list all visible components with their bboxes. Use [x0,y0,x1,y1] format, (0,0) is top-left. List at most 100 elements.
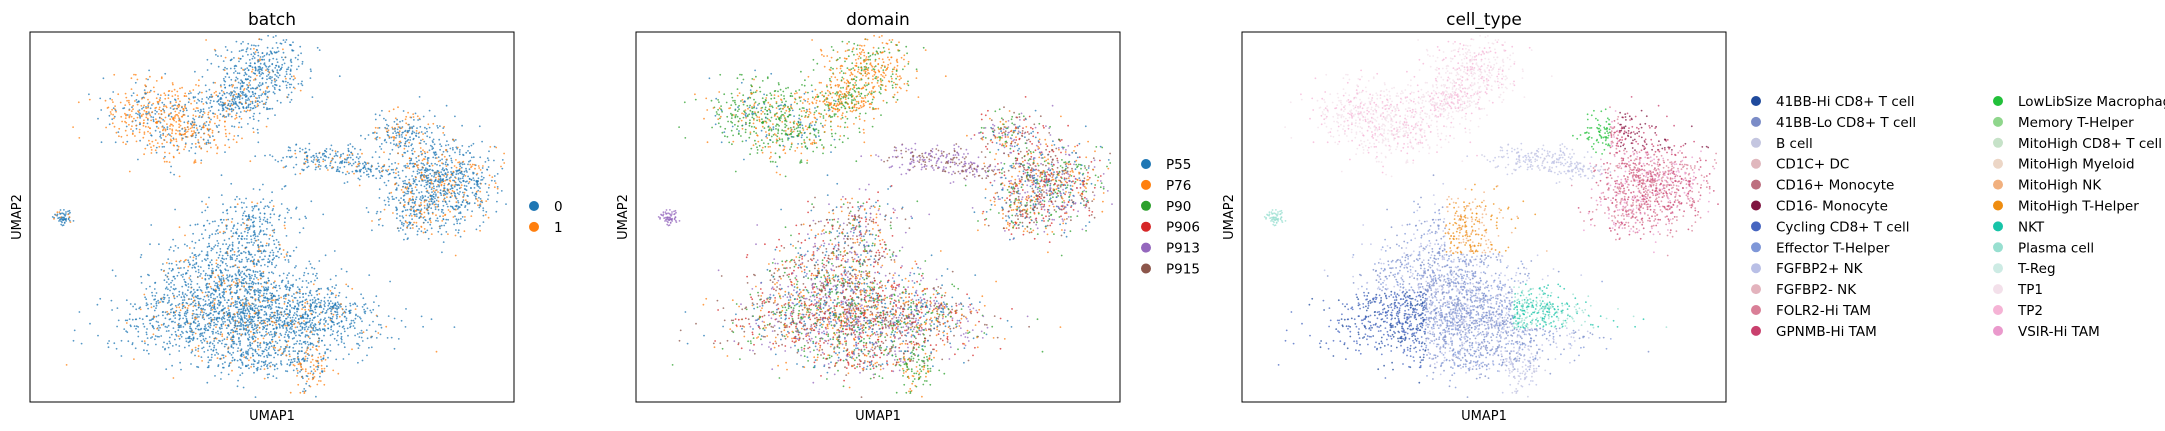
scatter-point [420,199,423,202]
scatter-point [217,256,220,259]
scatter-point [184,107,187,109]
scatter-point [249,341,252,344]
scatter-point [243,74,246,77]
scatter-point [495,146,498,149]
scatter-point [493,175,496,177]
scatter-point [257,61,259,63]
scatter-point [250,304,252,307]
scatter-point [442,167,444,170]
scatter-point [249,160,252,163]
scatter-point [298,301,301,304]
scatter-point [131,120,134,122]
scatter-point [246,290,249,293]
scatter-point [271,107,274,110]
scatter-point [201,233,203,236]
scatter-point [245,256,248,259]
scatter-point [418,96,421,98]
scatter-point [322,152,324,155]
scatter-point [402,185,404,188]
scatter-point [336,170,338,172]
scatter-point [267,258,270,260]
scatter-point [150,319,152,321]
scatter-point [164,155,166,158]
scatter-point [158,108,161,111]
scatter-point [238,332,241,335]
scatter-point [102,77,105,80]
scatter-point [63,218,66,221]
scatter-point [58,216,61,219]
scatter-point [208,234,211,237]
scatter-point [433,200,436,203]
scatter-point [249,312,251,315]
scatter-point [146,349,148,352]
scatter-point [489,146,492,148]
scatter-point [464,205,467,207]
scatter-point [185,330,188,333]
scatter-point [339,166,341,169]
scatter-point [237,105,240,108]
scatter-point [261,244,264,247]
scatter-point [464,175,467,177]
scatter-point [335,358,338,361]
scatter-point [388,136,391,138]
scatter-point [345,173,347,176]
scatter-point [467,175,469,178]
scatter-point [415,196,418,199]
scatter-point [434,162,436,165]
scatter-point [448,154,451,157]
scatter-point [161,142,164,145]
scatter-point [200,116,203,119]
scatter-point [209,142,212,144]
scatter-point [234,118,237,120]
scatter-point [222,104,225,107]
scatter-point [126,114,129,116]
scatter-point [440,224,443,227]
scatter-point [246,275,248,278]
scatter-point [435,199,438,202]
scatter-point [462,175,465,178]
scatter-point [347,147,350,150]
scatter-point [129,313,131,316]
scatter-point [182,317,185,320]
scatter-point [459,211,462,214]
scatter-point [284,295,287,298]
scatter-point [247,226,249,229]
scatter-point [226,209,229,211]
scatter-point [383,208,386,211]
scatter-point [195,84,197,86]
scatter-point [394,176,397,179]
scatter-point [236,257,238,260]
scatter-point [245,298,248,301]
scatter-point [253,258,256,261]
scatter-point [411,126,413,129]
scatter-point [263,102,266,105]
scatter-point [185,340,188,343]
scatter-point [271,199,273,202]
scatter-point [184,280,186,283]
scatter-point [267,206,270,209]
scatter-point [345,270,348,273]
scatter-point [251,296,254,299]
scatter-point [206,340,209,343]
scatter-point [254,339,257,342]
scatter-point [411,153,414,155]
scatter-point [213,246,216,248]
scatter-point [277,241,280,244]
scatter-point [178,322,180,325]
scatter-point [487,186,490,189]
scatter-point [435,195,437,197]
scatter-point [431,164,434,167]
scatter-point [263,216,266,219]
scatter-point [404,221,407,223]
scatter-point [210,287,213,290]
scatter-point [250,282,253,285]
scatter-point [175,264,178,266]
scatter-point [290,83,293,86]
scatter-point [169,127,171,130]
scatter-point [459,191,461,193]
scatter-point [457,178,460,181]
scatter-point [245,303,248,305]
scatter-point [455,159,457,161]
scatter-point [120,135,123,138]
scatter-point [340,341,343,343]
